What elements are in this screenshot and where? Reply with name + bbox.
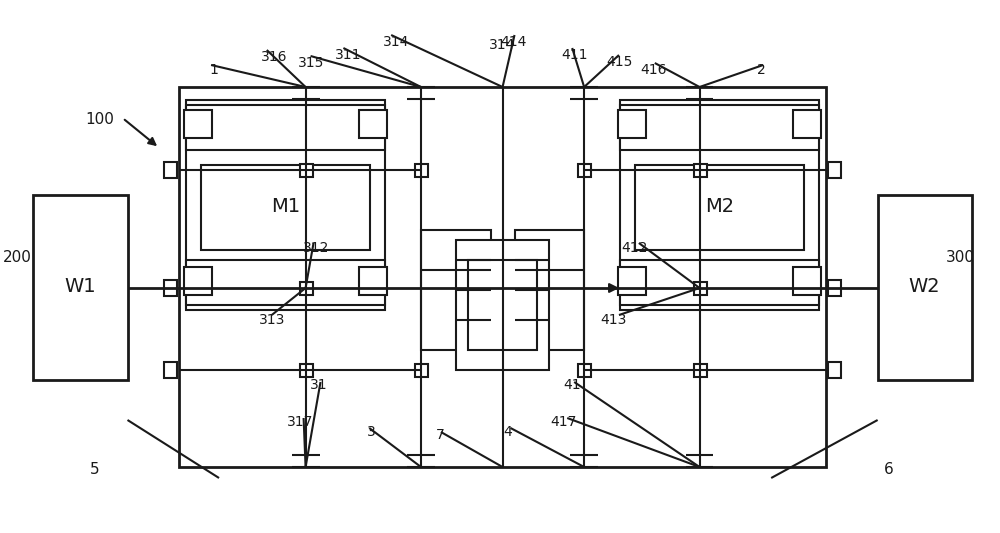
Bar: [164, 362, 177, 378]
Bar: [415, 364, 428, 377]
Bar: [635, 165, 804, 250]
Bar: [186, 260, 385, 305]
Text: 412: 412: [622, 241, 648, 255]
Bar: [184, 110, 212, 138]
Bar: [578, 364, 591, 377]
Bar: [33, 195, 128, 380]
Text: 312: 312: [303, 241, 330, 255]
Text: 316: 316: [261, 50, 287, 64]
Bar: [415, 164, 428, 177]
Text: 315: 315: [298, 56, 325, 70]
Bar: [359, 110, 387, 138]
Bar: [694, 364, 707, 377]
Bar: [620, 260, 819, 305]
Bar: [620, 105, 819, 150]
Bar: [694, 282, 707, 295]
Bar: [793, 110, 821, 138]
Bar: [468, 260, 537, 350]
Text: W2: W2: [909, 278, 940, 296]
Bar: [186, 105, 385, 150]
Bar: [186, 100, 385, 310]
Bar: [828, 280, 841, 296]
Bar: [179, 87, 826, 467]
Bar: [201, 165, 370, 250]
Text: 314: 314: [489, 38, 516, 52]
Bar: [828, 162, 841, 178]
Text: 4: 4: [503, 425, 512, 439]
Bar: [515, 230, 584, 350]
Bar: [300, 364, 313, 377]
Text: 414: 414: [500, 35, 527, 49]
Text: M1: M1: [271, 198, 300, 216]
Bar: [456, 240, 549, 370]
Text: 200: 200: [3, 251, 32, 265]
Text: 1: 1: [210, 63, 218, 77]
Text: 3: 3: [367, 425, 376, 439]
Text: 100: 100: [85, 112, 114, 127]
Text: 5: 5: [90, 463, 99, 478]
Text: 2: 2: [757, 63, 766, 77]
Text: 413: 413: [601, 313, 627, 327]
Text: 6: 6: [884, 463, 893, 478]
Text: 31: 31: [310, 378, 327, 392]
Bar: [618, 110, 646, 138]
Bar: [300, 282, 313, 295]
Text: 417: 417: [550, 415, 576, 429]
Text: M2: M2: [705, 198, 734, 216]
Bar: [164, 162, 177, 178]
Bar: [578, 164, 591, 177]
Bar: [421, 230, 491, 350]
Bar: [828, 362, 841, 378]
Text: 7: 7: [436, 428, 444, 442]
Text: 411: 411: [561, 48, 587, 62]
Text: 416: 416: [641, 63, 667, 77]
Bar: [694, 164, 707, 177]
Text: W1: W1: [64, 278, 96, 296]
Bar: [164, 280, 177, 296]
Text: 314: 314: [383, 35, 409, 49]
Bar: [359, 267, 387, 295]
Text: 41: 41: [563, 378, 581, 392]
Bar: [618, 267, 646, 295]
Text: 317: 317: [287, 415, 314, 429]
Text: 300: 300: [946, 251, 975, 265]
Text: 415: 415: [607, 55, 633, 69]
Bar: [793, 267, 821, 295]
Bar: [300, 164, 313, 177]
Bar: [878, 195, 972, 380]
Text: 311: 311: [335, 48, 362, 62]
Text: 313: 313: [259, 313, 285, 327]
Bar: [184, 267, 212, 295]
Bar: [620, 100, 819, 310]
